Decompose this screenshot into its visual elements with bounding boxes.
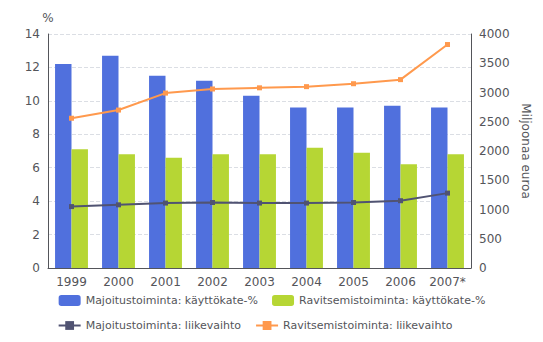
svg-text:2005: 2005 bbox=[338, 275, 369, 289]
svg-text:2: 2 bbox=[32, 228, 40, 242]
svg-text:8: 8 bbox=[32, 127, 40, 141]
svg-text:%: % bbox=[42, 11, 53, 25]
svg-text:4: 4 bbox=[32, 194, 40, 208]
svg-text:3000: 3000 bbox=[479, 86, 510, 100]
svg-text:1999: 1999 bbox=[56, 275, 87, 289]
svg-text:1500: 1500 bbox=[479, 173, 510, 187]
svg-text:2003: 2003 bbox=[244, 275, 275, 289]
svg-text:4000: 4000 bbox=[479, 27, 510, 41]
svg-text:2004: 2004 bbox=[291, 275, 322, 289]
svg-text:Ravitsemistoiminta: käyttökate: Ravitsemistoiminta: käyttökate-% bbox=[299, 294, 485, 307]
svg-text:0: 0 bbox=[479, 261, 487, 275]
svg-text:500: 500 bbox=[479, 232, 502, 246]
svg-text:Miljoonaa euroa: Miljoonaa euroa bbox=[519, 103, 533, 199]
svg-text:1000: 1000 bbox=[479, 203, 510, 217]
svg-text:2006: 2006 bbox=[385, 275, 416, 289]
svg-text:12: 12 bbox=[25, 60, 40, 74]
svg-text:0: 0 bbox=[32, 261, 40, 275]
svg-text:Majoitustoiminta: käyttökate-%: Majoitustoiminta: käyttökate-% bbox=[86, 294, 258, 307]
svg-text:Ravitsemistoiminta: liikevaiht: Ravitsemistoiminta: liikevaihto bbox=[283, 319, 453, 332]
svg-text:6: 6 bbox=[32, 161, 40, 175]
svg-text:3500: 3500 bbox=[479, 56, 510, 70]
svg-text:2000: 2000 bbox=[103, 275, 134, 289]
svg-text:Majoitustoiminta: liikevaihto: Majoitustoiminta: liikevaihto bbox=[86, 319, 242, 332]
svg-text:2007*: 2007* bbox=[429, 275, 466, 289]
svg-text:14: 14 bbox=[25, 27, 40, 41]
svg-text:2500: 2500 bbox=[479, 115, 510, 129]
svg-text:10: 10 bbox=[25, 94, 40, 108]
svg-text:2000: 2000 bbox=[479, 144, 510, 158]
svg-text:2001: 2001 bbox=[150, 275, 181, 289]
svg-text:2002: 2002 bbox=[197, 275, 228, 289]
